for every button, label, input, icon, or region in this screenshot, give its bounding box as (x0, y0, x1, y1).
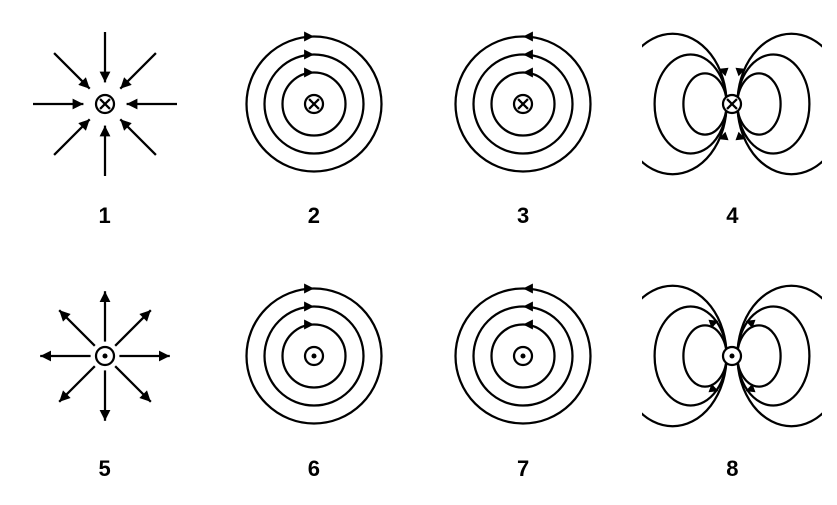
cell-7: 7 (419, 253, 628, 505)
cell-8: 8 (628, 253, 837, 505)
label-4: 4 (726, 203, 738, 229)
figure-3 (419, 0, 628, 207)
label-6: 6 (308, 456, 320, 482)
label-3: 3 (517, 203, 529, 229)
label-5: 5 (99, 456, 111, 482)
figure-7 (419, 253, 628, 460)
figure-4 (628, 0, 837, 207)
label-7: 7 (517, 456, 529, 482)
cell-4: 4 (628, 0, 837, 253)
figure-grid: 1 2 3 4 5 6 7 8 (0, 0, 837, 505)
figure-6 (209, 253, 418, 460)
figure-5 (0, 253, 209, 460)
figure-2 (209, 0, 418, 207)
label-2: 2 (308, 203, 320, 229)
figure-1 (0, 0, 209, 207)
label-8: 8 (726, 456, 738, 482)
cell-5: 5 (0, 253, 209, 505)
label-1: 1 (99, 203, 111, 229)
cell-2: 2 (209, 0, 418, 253)
cell-6: 6 (209, 253, 418, 505)
cell-1: 1 (0, 0, 209, 253)
cell-3: 3 (419, 0, 628, 253)
figure-8 (628, 253, 837, 460)
